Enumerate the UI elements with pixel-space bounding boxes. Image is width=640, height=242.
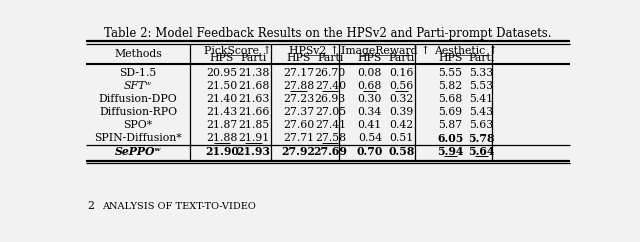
Text: 5.87: 5.87: [438, 120, 463, 130]
Text: 27.17: 27.17: [283, 68, 314, 78]
Text: 0.54: 0.54: [358, 133, 382, 143]
Text: SPO*: SPO*: [124, 120, 153, 130]
Text: 26.93: 26.93: [315, 94, 346, 104]
Text: 5.55: 5.55: [438, 68, 463, 78]
Text: Table 2: Model Feedback Results on the HPSv2 and Parti-prompt Datasets.: Table 2: Model Feedback Results on the H…: [104, 27, 552, 40]
Text: HPS: HPS: [358, 53, 382, 63]
Text: Parti: Parti: [468, 53, 495, 63]
Text: SPIN-Diffusion*: SPIN-Diffusion*: [94, 133, 182, 143]
Text: 0.30: 0.30: [358, 94, 382, 104]
Text: 21.87: 21.87: [206, 120, 237, 130]
Text: 0.42: 0.42: [390, 120, 413, 130]
Text: 27.92: 27.92: [282, 146, 316, 157]
Text: 27.37: 27.37: [283, 107, 314, 117]
Text: 27.23: 27.23: [283, 94, 314, 104]
Text: 0.68: 0.68: [358, 81, 382, 91]
Text: 21.88: 21.88: [206, 133, 237, 143]
Text: 5.43: 5.43: [469, 107, 493, 117]
Text: 5.94: 5.94: [437, 146, 463, 157]
Text: Parti: Parti: [241, 53, 267, 63]
Text: Diffusion-DPO: Diffusion-DPO: [99, 94, 177, 104]
Text: 6.05: 6.05: [437, 133, 463, 144]
Text: 5.63: 5.63: [469, 120, 493, 130]
Text: 2: 2: [88, 201, 95, 211]
Text: 0.34: 0.34: [358, 107, 382, 117]
Text: 5.33: 5.33: [469, 68, 493, 78]
Text: 21.85: 21.85: [238, 120, 269, 130]
Text: HPS: HPS: [438, 53, 463, 63]
Text: SD-1.5: SD-1.5: [120, 68, 157, 78]
Text: 21.90: 21.90: [205, 146, 239, 157]
Text: 5.53: 5.53: [469, 81, 493, 91]
Text: Aesthetic ↑: Aesthetic ↑: [434, 45, 498, 56]
Text: 27.71: 27.71: [283, 133, 314, 143]
Text: 27.40: 27.40: [315, 81, 346, 91]
Text: Parti: Parti: [317, 53, 344, 63]
Text: 0.51: 0.51: [390, 133, 413, 143]
Text: 27.60: 27.60: [283, 120, 314, 130]
Text: 21.91: 21.91: [238, 133, 269, 143]
Text: SFTʷ: SFTʷ: [124, 81, 152, 91]
Text: 0.39: 0.39: [390, 107, 413, 117]
Text: 0.32: 0.32: [389, 94, 414, 104]
Text: 0.56: 0.56: [390, 81, 413, 91]
Text: 21.50: 21.50: [206, 81, 237, 91]
Text: 27.69: 27.69: [314, 146, 348, 157]
Text: 5.64: 5.64: [468, 146, 495, 157]
Text: Diffusion-RPO: Diffusion-RPO: [99, 107, 177, 117]
Text: 0.58: 0.58: [388, 146, 415, 157]
Text: 5.69: 5.69: [438, 107, 463, 117]
Text: 5.41: 5.41: [469, 94, 493, 104]
Text: 21.68: 21.68: [238, 81, 269, 91]
Text: HPSv2 ↑: HPSv2 ↑: [289, 45, 339, 56]
Text: SePPOʷ: SePPOʷ: [115, 146, 161, 157]
Text: 27.88: 27.88: [283, 81, 314, 91]
Text: 5.82: 5.82: [438, 81, 463, 91]
Text: 27.41: 27.41: [315, 120, 346, 130]
Text: 27.58: 27.58: [315, 133, 346, 143]
Text: 21.43: 21.43: [206, 107, 237, 117]
Text: 0.41: 0.41: [358, 120, 382, 130]
Text: HPS: HPS: [210, 53, 234, 63]
Text: Parti: Parti: [388, 53, 415, 63]
Text: ImageReward ↑: ImageReward ↑: [341, 45, 430, 56]
Text: 21.63: 21.63: [238, 94, 269, 104]
Text: 21.93: 21.93: [237, 146, 271, 157]
Text: 0.70: 0.70: [356, 146, 383, 157]
Text: 26.70: 26.70: [315, 68, 346, 78]
Text: 27.05: 27.05: [315, 107, 346, 117]
Text: HPS: HPS: [287, 53, 310, 63]
Text: Methods: Methods: [115, 49, 162, 60]
Text: 5.68: 5.68: [438, 94, 463, 104]
Text: ANALYSIS OF TEXT-TO-VIDEO: ANALYSIS OF TEXT-TO-VIDEO: [102, 202, 255, 211]
Text: 21.38: 21.38: [238, 68, 269, 78]
Text: 0.16: 0.16: [389, 68, 414, 78]
Text: 21.66: 21.66: [238, 107, 269, 117]
Text: 21.40: 21.40: [206, 94, 237, 104]
Text: 20.95: 20.95: [206, 68, 237, 78]
Text: 5.78: 5.78: [468, 133, 495, 144]
Text: PickScore ↑: PickScore ↑: [204, 45, 271, 56]
Text: 0.08: 0.08: [358, 68, 382, 78]
